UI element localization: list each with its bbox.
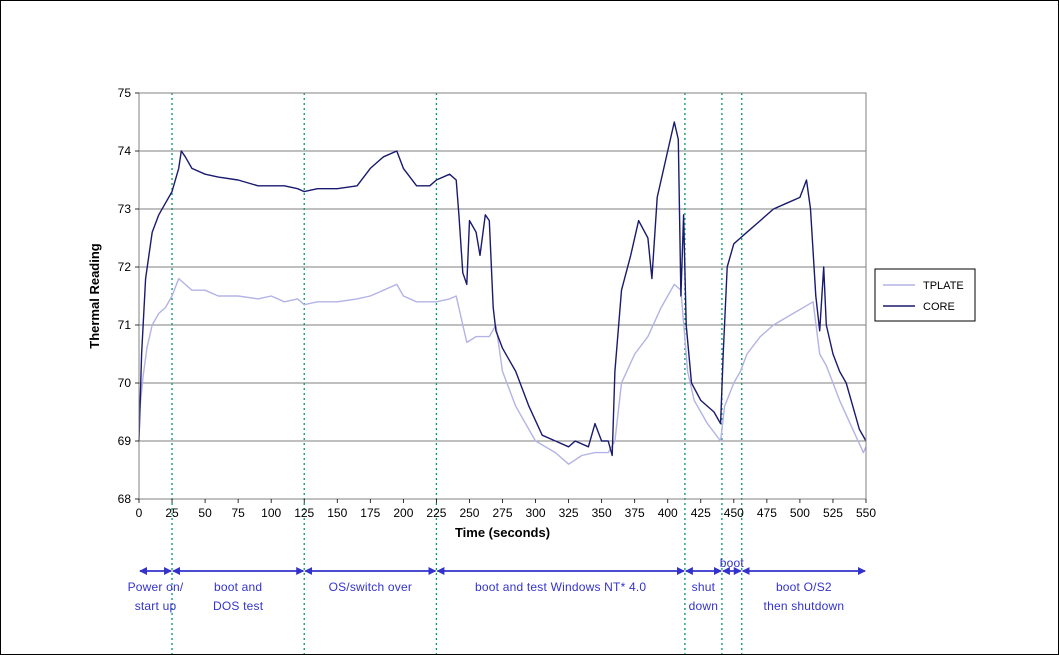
legend-box (874, 268, 976, 322)
x-tick-label-350: 350 (592, 506, 612, 520)
y-tick-label-71: 71 (118, 318, 132, 332)
phase-label-1-1: DOS test (213, 599, 264, 613)
legend-label-core: CORE (923, 301, 955, 313)
y-tick-label-73: 73 (118, 202, 132, 216)
x-tick-label-125: 125 (294, 506, 314, 520)
phase-label-6-0: boot O/S2 (776, 580, 832, 594)
x-tick-label-175: 175 (360, 506, 380, 520)
series-lines (138, 121, 867, 465)
gridlines (139, 92, 866, 500)
x-tick-label-325: 325 (559, 506, 579, 520)
x-tick-label-100: 100 (261, 506, 281, 520)
x-tick-label-225: 225 (426, 506, 446, 520)
x-tick-label-375: 375 (625, 506, 645, 520)
x-tick-label-450: 450 (724, 506, 744, 520)
y-tick-label-75: 75 (118, 86, 132, 100)
x-tick-label-400: 400 (658, 506, 678, 520)
y-axis-title: Thermal Reading (87, 243, 102, 349)
legend: TPLATE CORE (874, 268, 976, 322)
phase-label-1-0: boot and (214, 580, 262, 594)
phase-annotations: Power on/start up boot and DOS test OS/swit… (128, 556, 866, 613)
phase-label-3-0: boot and test Windows NT* 4.0 (475, 580, 646, 594)
y-tick-label-69: 69 (118, 434, 132, 448)
y-tick-label-72: 72 (118, 260, 132, 274)
x-tick-label-25: 25 (165, 506, 179, 520)
x-tick-label-0: 0 (136, 506, 143, 520)
y-tick-label-74: 74 (118, 144, 132, 158)
phase-label-2-0: OS/switch over (329, 580, 413, 594)
phase-label-6-1: then shutdown (764, 599, 845, 613)
phase-label-4-1: down (689, 599, 719, 613)
x-tick-label-50: 50 (198, 506, 212, 520)
phase-label-5-0: boot (720, 556, 745, 570)
plot-area-border (138, 92, 867, 500)
phase-label-0-0: Power on/ (128, 580, 184, 594)
phase-marker-lines (171, 93, 743, 654)
x-tick-label-425: 425 (691, 506, 711, 520)
axis-ticks: 0 25 50 75 100 125 150 175 200 225 250 275 300 325 350… (118, 86, 877, 520)
legend-label-tplate: TPLATE (923, 280, 964, 292)
x-tick-label-150: 150 (327, 506, 347, 520)
x-tick-label-275: 275 (492, 506, 512, 520)
x-tick-label-200: 200 (393, 506, 413, 520)
x-tick-label-300: 300 (526, 506, 546, 520)
x-tick-label-525: 525 (823, 506, 843, 520)
series-line-core (138, 121, 867, 457)
series-line-tplate (138, 277, 867, 465)
x-tick-label-75: 75 (231, 506, 245, 520)
x-tick-label-500: 500 (790, 506, 810, 520)
y-tick-label-68: 68 (118, 492, 132, 506)
phase-label-0-1: start up (135, 599, 177, 613)
x-axis-title: Time (seconds) (455, 525, 550, 540)
phase-label-4-0: shut (692, 580, 716, 594)
x-tick-label-475: 475 (757, 506, 777, 520)
y-tick-label-70: 70 (118, 376, 132, 390)
x-tick-label-250: 250 (459, 506, 479, 520)
x-tick-label-550: 550 (856, 506, 876, 520)
